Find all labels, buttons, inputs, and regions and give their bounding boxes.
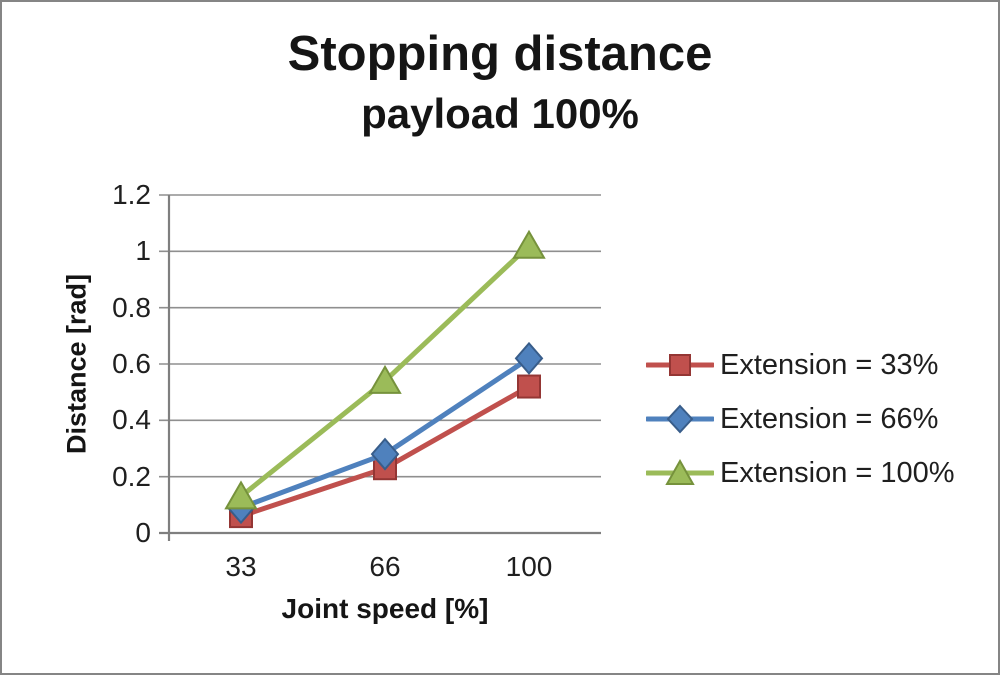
legend-marker-icon <box>646 458 714 485</box>
series-marker <box>368 364 402 394</box>
y-tick-label: 1.2 <box>112 179 151 210</box>
x-tick-label: 100 <box>505 551 553 582</box>
y-tick-label: 0.4 <box>112 404 151 436</box>
y-tick-label: 1 <box>135 235 151 267</box>
y-axis-title: Distance [rad] <box>61 273 92 455</box>
series-marker <box>517 374 541 399</box>
legend-marker-icon <box>646 354 714 376</box>
y-tick-label: 0 <box>135 517 151 548</box>
legend: Extension = 33% Extension = 66% Extension … <box>646 338 955 500</box>
chart-title: Stopping distance <box>287 27 713 81</box>
x-axis-title: Joint speed [%] <box>281 593 489 624</box>
y-tick-label: 0.2 <box>112 460 151 492</box>
legend-label: Extension = 33% <box>720 348 939 381</box>
series-marker <box>370 437 400 471</box>
x-tick-label: 66 <box>369 551 401 582</box>
legend-label: Extension = 100% <box>720 456 955 489</box>
series-marker <box>224 480 258 510</box>
series-marker <box>512 229 546 259</box>
x-tick-label: 33 <box>225 551 257 582</box>
legend-item: Extension = 100% <box>646 446 955 500</box>
y-tick-label: 0.8 <box>112 291 151 323</box>
legend-item: Extension = 66% <box>646 392 955 446</box>
legend-marker-icon <box>646 404 714 434</box>
series-marker <box>514 341 544 375</box>
legend-label: Extension = 66% <box>720 402 939 435</box>
chart-subtitle: payload 100% <box>361 90 639 137</box>
legend-item: Extension = 33% <box>646 338 955 392</box>
y-tick-label: 0.6 <box>112 348 151 379</box>
